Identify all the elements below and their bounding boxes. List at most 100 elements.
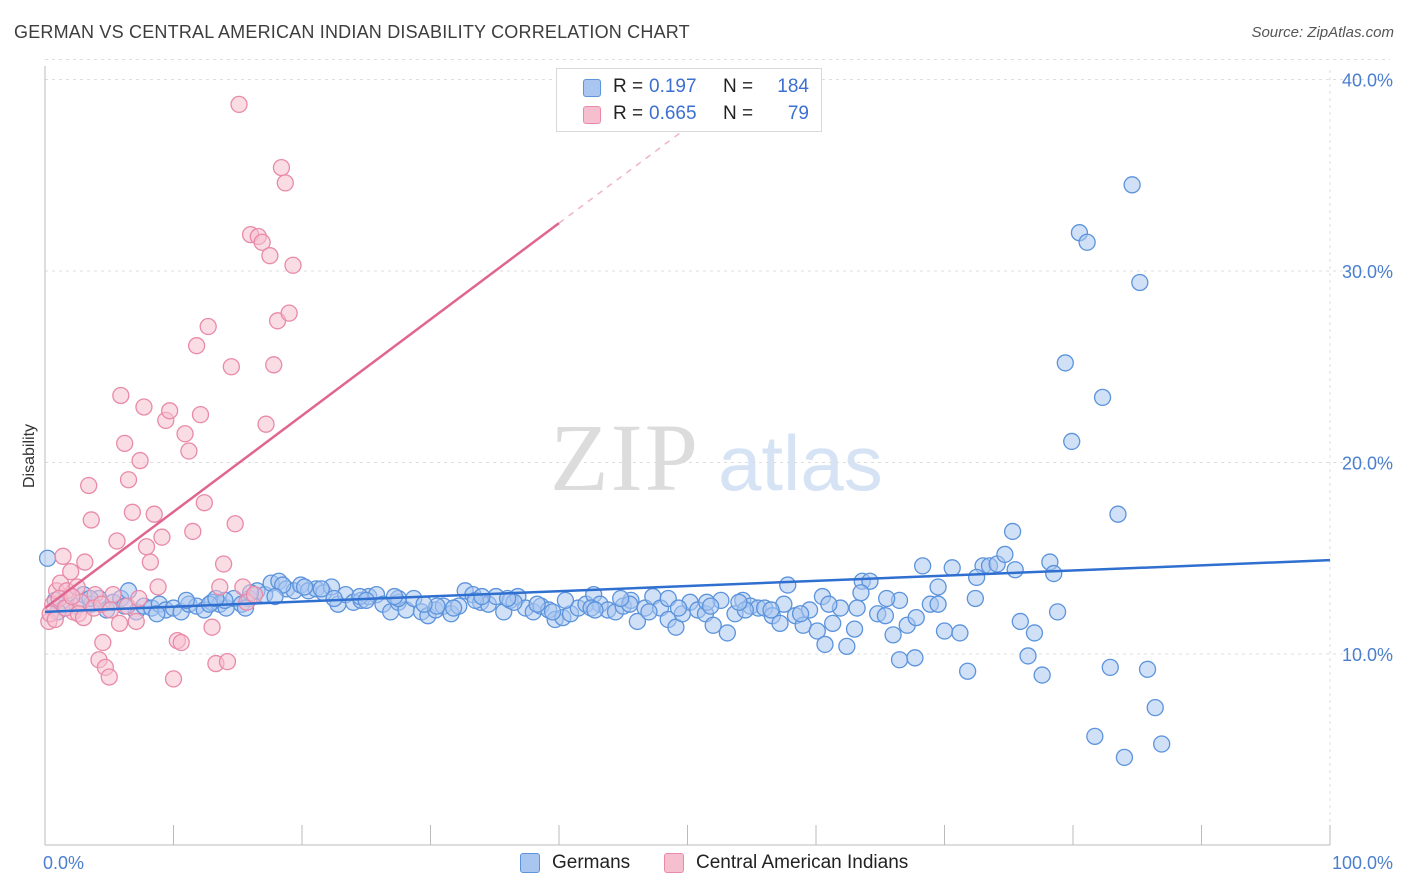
central-american-indians-point-78 xyxy=(130,589,148,608)
legend-swatch-blue xyxy=(583,79,601,97)
germans-point-177 xyxy=(148,605,166,623)
germans-point-190 xyxy=(528,595,546,613)
y-tick-labels: 10.0% 20.0% 30.0% 40.0% xyxy=(1342,71,1393,666)
central-american-indians-point-34 xyxy=(164,670,183,688)
central-american-indians-point-48 xyxy=(218,653,237,671)
germans-point-195 xyxy=(669,599,688,617)
watermark: ZIP atlas xyxy=(550,404,883,511)
germans-point-107 xyxy=(838,637,856,655)
central-american-indians-point-39 xyxy=(184,522,202,541)
central-american-indians-point-41 xyxy=(191,405,210,424)
central-american-indians-point-36 xyxy=(172,633,190,652)
germans-point-147 xyxy=(1138,660,1157,678)
central-american-indians-point-6 xyxy=(62,563,80,581)
germans-point-130 xyxy=(1011,612,1029,631)
central-american-indians-point-11 xyxy=(80,476,98,495)
germans-point-112 xyxy=(876,607,895,625)
germans-point-137 xyxy=(1063,432,1081,451)
germans-point-186 xyxy=(415,595,433,613)
germans-point-103 xyxy=(808,622,826,640)
x-tick-label-0: 0.0% xyxy=(43,853,84,873)
central-american-indians-point-43 xyxy=(199,317,217,336)
central-american-indians-point-76 xyxy=(110,614,129,633)
central-american-indians-point-38 xyxy=(180,442,198,460)
germans-point-198 xyxy=(762,601,780,619)
germans-point-196 xyxy=(701,597,720,615)
germans-point-145 xyxy=(1123,176,1141,194)
central-american-indians-point-58 xyxy=(257,415,275,433)
n-label: N = xyxy=(723,76,754,97)
germans-point-143 xyxy=(1109,505,1127,523)
germans-point-193 xyxy=(612,589,630,608)
central-american-indians-point-21 xyxy=(116,434,134,453)
germans-point-171 xyxy=(967,568,986,587)
legend-swatch-pink xyxy=(664,853,684,873)
germans-point-199 xyxy=(791,605,810,623)
central-american-indians-point-51 xyxy=(230,95,248,114)
germans-point-173 xyxy=(1045,564,1063,583)
legend-stats: R = 0.197 N = 184 R = 0.665 N = 79 xyxy=(556,68,822,132)
source-label: Source: ZipAtlas.com xyxy=(1251,24,1394,41)
germans-point-197 xyxy=(730,593,748,611)
central-american-indians-point-17 xyxy=(100,668,118,686)
germans-point-104 xyxy=(816,635,834,654)
germans-point-79 xyxy=(628,612,647,631)
x-tick-label-1: 100.0% xyxy=(1332,853,1393,873)
central-american-indians-point-29 xyxy=(145,505,163,523)
n-value: 79 xyxy=(787,103,809,124)
germans-point-105 xyxy=(824,614,842,633)
central-american-indians-point-42 xyxy=(195,494,213,512)
germans-point-114 xyxy=(890,651,909,669)
germans-point-191 xyxy=(556,591,575,610)
central-american-indians-point-22 xyxy=(119,471,138,489)
germans-point-144 xyxy=(1115,748,1134,767)
germans-point-178 xyxy=(177,591,196,610)
germans-point-183 xyxy=(325,589,343,608)
central-american-indians-point-47 xyxy=(214,555,233,573)
germans-point-113 xyxy=(884,626,902,644)
central-american-indians-point-15 xyxy=(94,633,112,652)
germans-point-148 xyxy=(1146,698,1164,717)
germans-point-119 xyxy=(929,595,947,613)
central-american-indians-point-57 xyxy=(253,233,271,251)
germans-point-110 xyxy=(861,572,879,590)
germans-point-120 xyxy=(935,622,954,640)
central-american-indians-point-24 xyxy=(127,612,145,631)
r-label: R = xyxy=(613,76,644,97)
germans-point-149 xyxy=(1153,735,1171,753)
germans-point-202 xyxy=(878,589,896,608)
r-value: 0.197 xyxy=(649,76,697,97)
germans-point-91 xyxy=(718,624,736,642)
germans-point-200 xyxy=(820,595,838,613)
germans-point-182 xyxy=(295,578,314,596)
germans-point-181 xyxy=(266,587,284,606)
germans-point-146 xyxy=(1131,273,1149,292)
germans-point-116 xyxy=(906,649,924,667)
germans-point-124 xyxy=(966,589,984,608)
trend-lines xyxy=(44,98,1331,614)
chart-title: GERMAN VS CENTRAL AMERICAN INDIAN DISABI… xyxy=(14,22,690,42)
germans-point-172 xyxy=(1006,561,1024,579)
germans-point-133 xyxy=(1033,666,1051,684)
germans-point-99 xyxy=(779,576,797,594)
y-tick-label-3: 40.0% xyxy=(1342,71,1393,91)
central-american-indians-point-44 xyxy=(203,618,221,636)
central-american-indians-point-65 xyxy=(284,256,302,274)
n-label: N = xyxy=(723,103,754,124)
central-american-indians-point-28 xyxy=(141,553,160,571)
central-american-indians-point-19 xyxy=(108,532,126,550)
central-american-indians-point-10 xyxy=(76,553,94,571)
trend-line-germans xyxy=(44,558,1331,614)
axes xyxy=(44,66,1331,846)
legend-swatch-blue xyxy=(520,853,540,873)
central-american-indians-point-55 xyxy=(245,585,264,604)
germans-point-121 xyxy=(943,559,961,577)
germans-point-132 xyxy=(1025,624,1044,642)
germans-point-128 xyxy=(996,545,1014,564)
trend-line-central-american-indians xyxy=(44,222,560,610)
legend-swatch-pink xyxy=(583,106,601,124)
germans-point-141 xyxy=(1093,388,1112,407)
germans-point-160 xyxy=(543,603,562,621)
germans-point-108 xyxy=(845,620,864,638)
